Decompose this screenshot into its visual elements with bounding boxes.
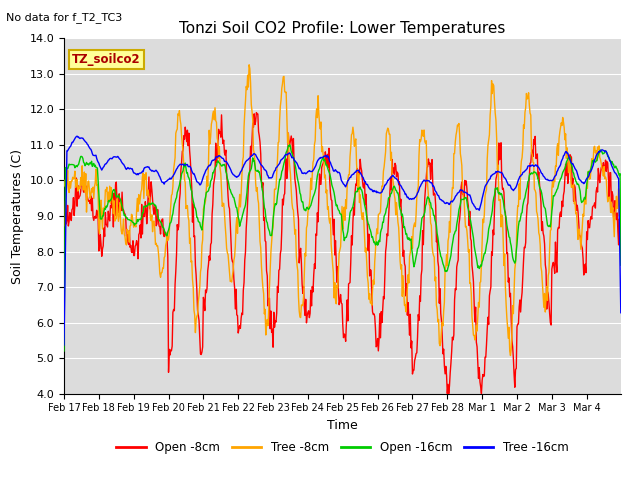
Legend: Open -8cm, Tree -8cm, Open -16cm, Tree -16cm: Open -8cm, Tree -8cm, Open -16cm, Tree -… xyxy=(111,436,573,459)
Text: TZ_soilco2: TZ_soilco2 xyxy=(72,53,141,66)
Title: Tonzi Soil CO2 Profile: Lower Temperatures: Tonzi Soil CO2 Profile: Lower Temperatur… xyxy=(179,21,506,36)
Text: No data for f_T2_TC3: No data for f_T2_TC3 xyxy=(6,12,123,23)
X-axis label: Time: Time xyxy=(327,419,358,432)
Y-axis label: Soil Temperatures (C): Soil Temperatures (C) xyxy=(11,148,24,284)
